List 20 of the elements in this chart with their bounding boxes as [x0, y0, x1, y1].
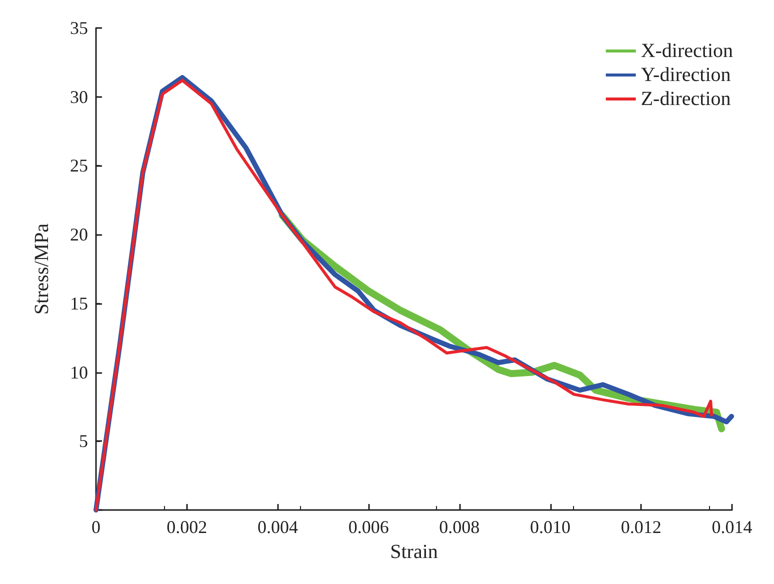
- y-tick-label: 30: [70, 86, 88, 107]
- y-tick-label: 10: [70, 362, 88, 382]
- x-tick-label: 0.012: [620, 517, 662, 537]
- x-tick-label: 0.002: [166, 517, 208, 537]
- legend-label: Y-direction: [640, 64, 731, 86]
- y-tick-label: 5: [79, 431, 88, 452]
- legend-label: X-direction: [640, 40, 733, 62]
- x-tick-label: 0.014: [712, 517, 752, 537]
- y-axis-title: Stress/MPa: [31, 223, 53, 315]
- y-tick-label: 35: [70, 18, 88, 38]
- x-axis-title: Strain: [390, 541, 438, 563]
- x-tick-label: 0: [92, 517, 100, 537]
- x-tick-label: 0.006: [348, 517, 389, 537]
- x-tick-label: 0.004: [257, 517, 298, 537]
- y-tick-label: 15: [70, 293, 88, 314]
- y-tick-label: 20: [70, 224, 88, 245]
- x-tick-label: 0.008: [439, 517, 480, 537]
- x-tick-label: 0.010: [530, 517, 571, 537]
- legend-label: Z-direction: [640, 88, 731, 110]
- y-tick-label: 25: [70, 156, 88, 176]
